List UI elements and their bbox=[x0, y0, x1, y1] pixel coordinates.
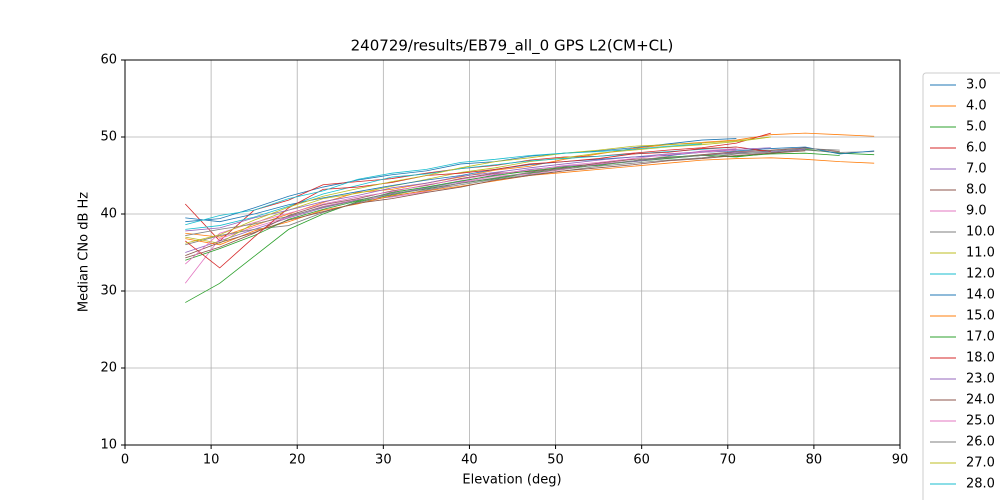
x-tick-label: 50 bbox=[547, 453, 564, 468]
legend-label: 8.0 bbox=[966, 183, 987, 198]
series-line bbox=[185, 147, 840, 259]
x-tick-label: 0 bbox=[121, 453, 129, 468]
y-axis-label: Median CNo dB Hz bbox=[77, 192, 92, 312]
legend-label: 25.0 bbox=[966, 414, 995, 429]
x-tick-label: 80 bbox=[806, 453, 823, 468]
legend-label: 28.0 bbox=[966, 477, 995, 492]
x-tick-label: 40 bbox=[461, 453, 478, 468]
legend-label: 26.0 bbox=[966, 435, 995, 450]
series-line bbox=[185, 150, 806, 256]
series-line bbox=[185, 143, 702, 226]
x-tick-label: 60 bbox=[633, 453, 650, 468]
series-line bbox=[185, 146, 771, 269]
chart-title: 240729/results/EB79_all_0 GPS L2(CM+CL) bbox=[351, 37, 674, 56]
series-line bbox=[185, 146, 875, 223]
x-tick-label: 20 bbox=[289, 453, 306, 468]
y-tick-label: 30 bbox=[100, 284, 117, 299]
legend-label: 17.0 bbox=[966, 330, 995, 345]
legend-box bbox=[922, 72, 1000, 500]
legend-label: 9.0 bbox=[966, 204, 987, 219]
legend-label: 7.0 bbox=[966, 162, 987, 177]
y-tick-label: 50 bbox=[100, 130, 117, 145]
legend-label: 14.0 bbox=[966, 288, 995, 303]
legend-label: 27.0 bbox=[966, 456, 995, 471]
y-tick-label: 10 bbox=[100, 438, 117, 453]
legend-label: 5.0 bbox=[966, 120, 987, 135]
series-line bbox=[185, 149, 875, 246]
y-tick-label: 40 bbox=[100, 207, 117, 222]
legend-label: 6.0 bbox=[966, 141, 987, 156]
legend-label: 3.0 bbox=[966, 78, 987, 93]
x-tick-label: 30 bbox=[375, 453, 392, 468]
legend-label: 10.0 bbox=[966, 225, 995, 240]
x-tick-label: 70 bbox=[720, 453, 737, 468]
y-tick-label: 20 bbox=[100, 361, 117, 376]
series-line bbox=[185, 148, 840, 236]
x-tick-label: 90 bbox=[892, 453, 909, 468]
legend-label: 24.0 bbox=[966, 393, 995, 408]
legend-label: 12.0 bbox=[966, 267, 995, 282]
legend-label: 18.0 bbox=[966, 351, 995, 366]
x-tick-label: 10 bbox=[203, 453, 220, 468]
plot-frame bbox=[124, 59, 901, 446]
y-tick-label: 60 bbox=[100, 53, 117, 68]
legend-label: 11.0 bbox=[966, 246, 995, 261]
legend-label: 23.0 bbox=[966, 372, 995, 387]
legend-label: 15.0 bbox=[966, 309, 995, 324]
series-line bbox=[185, 152, 840, 261]
series-line bbox=[185, 147, 771, 232]
x-axis-label: Elevation (deg) bbox=[462, 473, 561, 488]
series-line bbox=[185, 136, 771, 244]
legend: 3.0 4.0 5.0 6.0 7.0 8.0 9.0 10.0 11.0 12.0 14.0 15.… bbox=[922, 72, 1000, 500]
legend-label: 4.0 bbox=[966, 99, 987, 114]
series-line bbox=[185, 138, 737, 223]
series-line bbox=[184, 132, 771, 242]
series-line bbox=[185, 149, 737, 265]
